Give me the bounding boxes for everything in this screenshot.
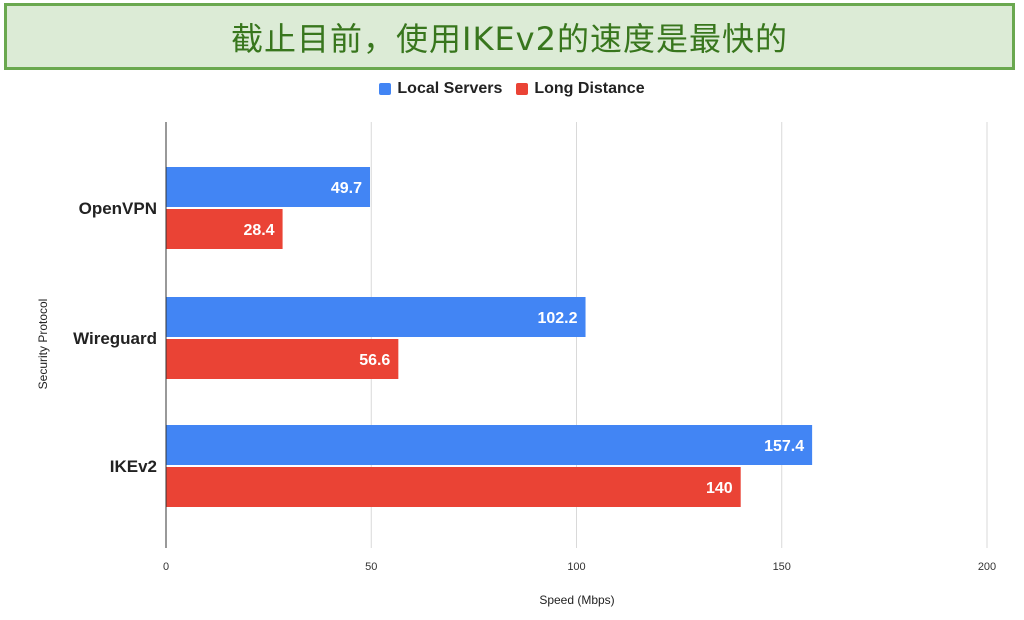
- bar-value-label: 140: [706, 480, 733, 497]
- bar-local-servers: [166, 425, 813, 465]
- legend-swatch-local-servers: [379, 83, 392, 95]
- legend-item-long-distance: Long Distance: [516, 80, 645, 98]
- bar-local-servers: [166, 297, 586, 337]
- banner-title: 截止目前，使用IKEv2的速度是最快的: [231, 19, 788, 58]
- x-tick-label: 0: [163, 561, 169, 573]
- bar-value-label: 56.6: [359, 352, 390, 369]
- category-label: IKEv2: [110, 457, 157, 476]
- x-tick-label: 150: [773, 561, 791, 573]
- bar-value-label: 102.2: [537, 310, 577, 327]
- legend-label-local-servers: Local Servers: [397, 80, 503, 97]
- bar-value-label: 28.4: [243, 222, 274, 239]
- bar-value-label: 49.7: [331, 180, 362, 197]
- category-label: Wireguard: [73, 329, 157, 348]
- bar-value-label: 157.4: [764, 438, 804, 455]
- category-label: OpenVPN: [79, 199, 157, 218]
- x-tick-label: 100: [567, 561, 585, 573]
- legend-swatch-long-distance: [516, 83, 529, 95]
- legend-item-local-servers: Local Servers: [379, 80, 502, 98]
- title-banner: 截止目前，使用IKEv2的速度是最快的: [4, 3, 1015, 70]
- bar-local-servers: [166, 167, 371, 207]
- x-tick-label: 50: [365, 561, 377, 573]
- bar-long-distance: [166, 467, 741, 507]
- bar-long-distance: [166, 209, 283, 249]
- x-axis-title: Speed (Mbps): [539, 593, 615, 607]
- bar-long-distance: [166, 339, 399, 379]
- legend-label-long-distance: Long Distance: [534, 80, 645, 97]
- y-axis-title: Security Protocol: [36, 298, 50, 390]
- x-tick-label: 200: [978, 561, 996, 573]
- chart-legend: Local Servers Long Distance: [0, 80, 1024, 98]
